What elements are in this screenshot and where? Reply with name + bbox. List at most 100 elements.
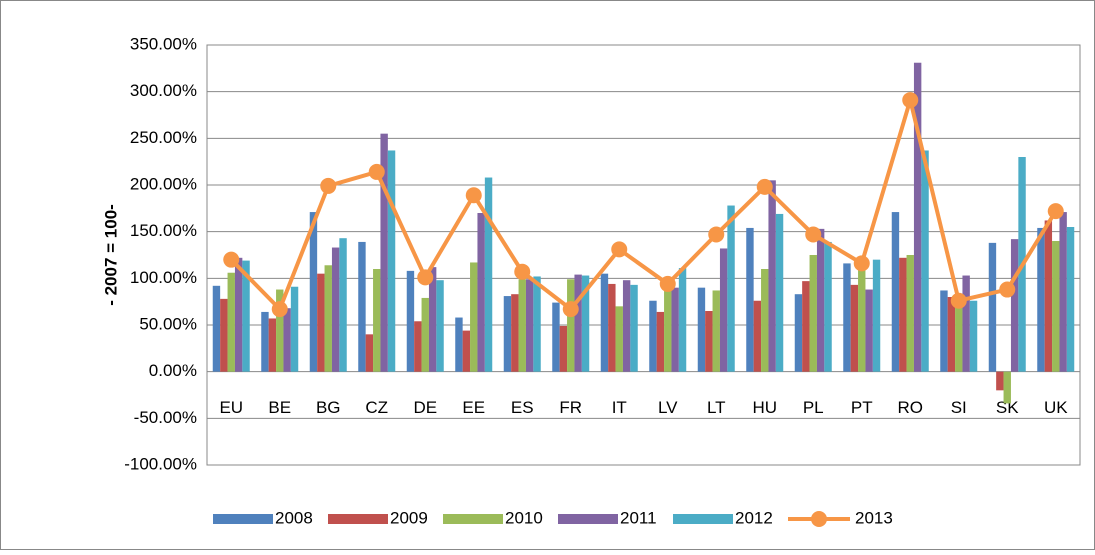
bar <box>365 334 374 372</box>
bar <box>324 265 332 372</box>
bar <box>1044 220 1053 372</box>
x-tick-label: IT <box>612 398 627 417</box>
line-marker <box>902 92 919 109</box>
legend-label: 2009 <box>390 508 428 527</box>
line-marker <box>562 301 579 318</box>
bar <box>962 275 970 372</box>
bar <box>276 289 284 372</box>
y-tick-label: 300.00% <box>130 81 197 100</box>
bar <box>421 297 429 372</box>
line-marker <box>223 251 240 268</box>
legend-swatch <box>558 514 618 524</box>
bar <box>581 275 590 372</box>
bar <box>552 302 560 372</box>
bar <box>406 270 415 372</box>
line-marker <box>950 292 967 309</box>
bar <box>428 267 437 372</box>
bar <box>317 273 325 372</box>
y-axis-label: - 2007 = 100- <box>101 204 120 306</box>
bar <box>1010 239 1019 372</box>
x-tick-label: LT <box>707 398 726 417</box>
line-marker <box>271 301 288 318</box>
bar <box>503 296 512 372</box>
x-tick-label: SK <box>996 398 1019 417</box>
y-tick-label: -50.00% <box>134 408 197 427</box>
bar <box>865 289 873 372</box>
line-marker <box>368 163 385 180</box>
bar <box>727 205 735 372</box>
bar <box>996 371 1004 391</box>
legend-label: 2013 <box>855 508 893 527</box>
line-marker <box>999 281 1016 298</box>
bar <box>261 311 269 372</box>
x-tick-label: UK <box>1044 398 1068 417</box>
bar <box>574 274 582 372</box>
x-tick-label: FR <box>559 398 582 417</box>
bar <box>746 227 754 372</box>
bar <box>608 283 616 372</box>
bar <box>649 300 657 372</box>
bar <box>339 238 347 372</box>
line-marker <box>805 226 822 243</box>
bar <box>664 278 672 372</box>
bar <box>436 280 444 372</box>
x-tick-label: LV <box>658 398 678 417</box>
bar <box>290 286 299 372</box>
x-tick-label: BE <box>268 398 291 417</box>
bar <box>802 281 810 372</box>
y-tick-label: 250.00% <box>130 128 197 147</box>
legend-swatch <box>213 514 273 524</box>
legend-label: 2008 <box>275 508 313 527</box>
legend-label: 2012 <box>735 508 773 527</box>
x-tick-label: RO <box>898 398 924 417</box>
bar <box>1037 227 1045 372</box>
y-tick-label: 200.00% <box>130 174 197 193</box>
legend-swatch <box>328 514 388 524</box>
line-marker <box>708 226 725 243</box>
bar <box>843 263 851 372</box>
bar <box>753 300 762 372</box>
bar <box>234 257 243 372</box>
bar <box>220 298 228 372</box>
bar <box>656 311 665 372</box>
plot-border <box>206 44 1081 466</box>
bar <box>1066 227 1075 372</box>
bar <box>824 241 832 372</box>
bar <box>622 280 631 372</box>
bar <box>955 299 963 372</box>
bar <box>913 62 922 372</box>
x-tick-label: EU <box>219 398 243 417</box>
x-tick-label: CZ <box>365 398 388 417</box>
x-tick-label: SI <box>951 398 967 417</box>
bar <box>511 294 519 372</box>
bar <box>567 279 575 372</box>
x-tick-label: BG <box>316 398 341 417</box>
bar <box>969 300 978 372</box>
bar <box>940 290 948 372</box>
bar <box>809 255 817 372</box>
bar <box>891 212 900 372</box>
bar <box>906 255 914 372</box>
bar <box>283 308 291 372</box>
bar <box>559 325 568 372</box>
bar <box>484 177 493 372</box>
bar <box>921 150 929 372</box>
bar <box>775 213 784 372</box>
bar <box>373 269 381 372</box>
bar <box>615 306 623 372</box>
bar <box>227 272 235 372</box>
y-tick-label: 100.00% <box>130 268 197 287</box>
legend-label: 2010 <box>505 508 543 527</box>
bar <box>678 268 687 372</box>
bar <box>600 273 609 372</box>
bar <box>268 318 277 372</box>
x-tick-label: HU <box>752 398 777 417</box>
x-tick-label: PT <box>851 398 873 417</box>
bar <box>697 287 706 372</box>
bar <box>533 276 541 372</box>
bar <box>242 260 250 372</box>
line-marker <box>465 187 482 204</box>
bar <box>899 257 907 372</box>
bar <box>947 297 956 372</box>
line-marker <box>659 275 676 292</box>
